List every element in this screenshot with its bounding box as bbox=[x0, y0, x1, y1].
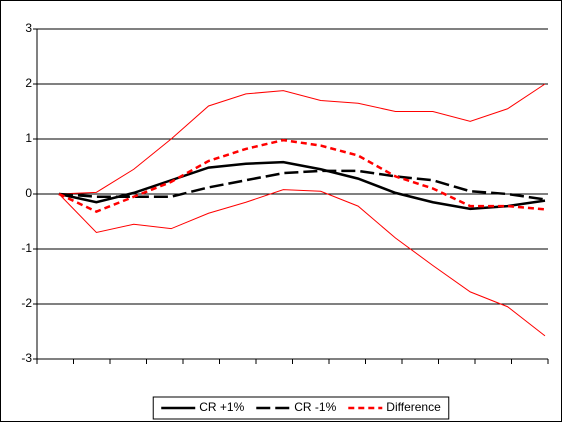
legend: CR +1% CR -1% Difference bbox=[152, 396, 450, 420]
legend-box bbox=[152, 396, 450, 420]
band-lower bbox=[58, 189, 546, 337]
y-tick-label: 0 bbox=[25, 186, 32, 200]
y-tick-label: -2 bbox=[21, 296, 32, 310]
y-tick-label: 3 bbox=[25, 21, 32, 35]
band-upper bbox=[58, 83, 546, 195]
legend-label: CR +1% bbox=[199, 400, 244, 414]
y-tick-label: -1 bbox=[21, 241, 32, 255]
y-tick-label: 1 bbox=[25, 131, 32, 145]
series-line bbox=[58, 169, 546, 201]
series-line bbox=[58, 138, 546, 213]
legend-label: CR -1% bbox=[294, 400, 336, 414]
series-line bbox=[58, 160, 546, 211]
y-tick-label: 2 bbox=[25, 76, 32, 90]
y-tick-label: -3 bbox=[21, 351, 32, 365]
legend-label: Difference bbox=[386, 400, 441, 414]
